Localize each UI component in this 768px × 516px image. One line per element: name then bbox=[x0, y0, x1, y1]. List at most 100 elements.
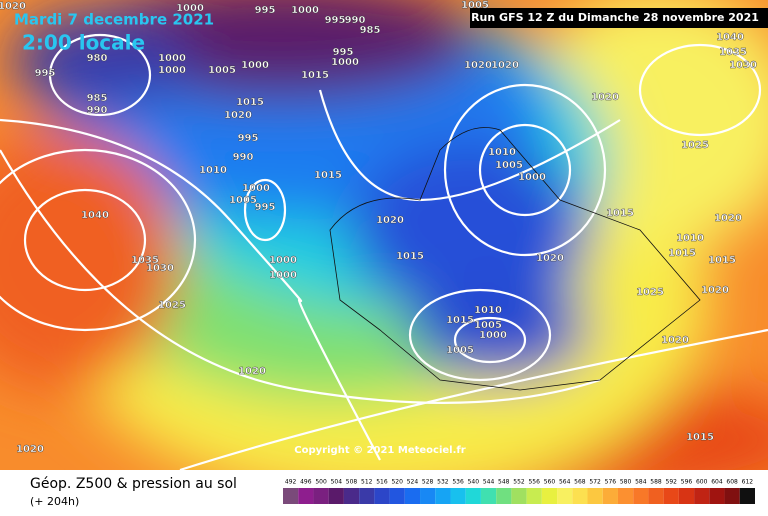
scale-swatch bbox=[617, 488, 634, 504]
scale-swatch bbox=[435, 488, 451, 504]
isobar-label: 1020 bbox=[491, 60, 519, 71]
scale-swatch bbox=[511, 488, 527, 504]
isobar-label: 1010 bbox=[474, 305, 502, 316]
scale-label: 520 bbox=[391, 479, 403, 486]
isobar-label: 1000 bbox=[242, 183, 270, 194]
isobar-label: 1020 bbox=[714, 213, 742, 224]
scale-label: 544 bbox=[483, 479, 495, 486]
scale-swatch bbox=[541, 488, 558, 504]
scale-swatch bbox=[389, 488, 405, 504]
isobar-label: 1015 bbox=[708, 255, 736, 266]
isobar-label: 1020 bbox=[536, 253, 564, 264]
scale-swatch bbox=[343, 488, 360, 504]
scale-swatch bbox=[678, 488, 695, 504]
isobar-label: 1010 bbox=[676, 233, 704, 244]
isobar-label: 1000 bbox=[158, 65, 186, 76]
scale-swatch bbox=[328, 488, 344, 504]
run-box bbox=[470, 8, 768, 28]
scale-swatch bbox=[359, 488, 375, 504]
isobar-label: 1015 bbox=[314, 170, 342, 181]
scale-label: 504 bbox=[331, 479, 343, 486]
footer-title: Géop. Z500 & pression au sol bbox=[30, 476, 237, 492]
scale-swatch bbox=[694, 488, 710, 504]
isobar-label: 1015 bbox=[236, 97, 264, 108]
isobar-label: 1005 bbox=[495, 160, 523, 171]
scale-label: 508 bbox=[346, 479, 358, 486]
scale-label: 516 bbox=[376, 479, 388, 486]
scale-swatch bbox=[557, 488, 573, 504]
scale-label: 560 bbox=[544, 479, 556, 486]
scale-label: 584 bbox=[635, 479, 647, 486]
scale-label: 588 bbox=[650, 479, 662, 486]
scale-swatch bbox=[572, 488, 588, 504]
scale-label: 552 bbox=[513, 479, 525, 486]
scale-swatch bbox=[480, 488, 497, 504]
isobar-label: 1015 bbox=[668, 248, 696, 259]
scale-swatch bbox=[313, 488, 329, 504]
scale-label: 608 bbox=[726, 479, 738, 486]
scale-label: 592 bbox=[666, 479, 678, 486]
isobar-label: 1020 bbox=[661, 335, 689, 346]
isobar-label: 995 bbox=[325, 15, 346, 26]
scale-swatch bbox=[404, 488, 421, 504]
isobar-label: 1020 bbox=[464, 60, 492, 71]
scale-label: 548 bbox=[498, 479, 510, 486]
field bbox=[0, 0, 768, 500]
isobar-label: 1025 bbox=[681, 140, 709, 151]
isobar-label: 1000 bbox=[479, 330, 507, 341]
isobar-label: 1005 bbox=[461, 0, 489, 11]
isobar-label: 1005 bbox=[474, 320, 502, 331]
scale-swatch bbox=[602, 488, 618, 504]
isobar-label: 1005 bbox=[229, 195, 257, 206]
isobar-label: 1005 bbox=[446, 345, 474, 356]
scale-swatch bbox=[587, 488, 603, 504]
scale-label: 528 bbox=[422, 479, 434, 486]
isobar-label: 1020 bbox=[224, 110, 252, 121]
isobar-label: 985 bbox=[87, 93, 108, 104]
scale-label: 568 bbox=[574, 479, 586, 486]
isobar-label: 1005 bbox=[208, 65, 236, 76]
isobar-label: 1000 bbox=[158, 53, 186, 64]
isobar-label: 1025 bbox=[158, 300, 186, 311]
isobar-label: 995 bbox=[255, 202, 276, 213]
scale-label: 524 bbox=[407, 479, 419, 486]
scale-label: 576 bbox=[605, 479, 617, 486]
isobar-label: 1000 bbox=[331, 57, 359, 68]
scale-label: 612 bbox=[742, 479, 754, 486]
run-info: Run GFS 12 Z du Dimanche 28 novembre 202… bbox=[471, 11, 759, 24]
isobar-label: 1040 bbox=[716, 32, 744, 43]
isobar-label: 995 bbox=[333, 47, 354, 58]
scale-swatch bbox=[465, 488, 481, 504]
isobar-label: 985 bbox=[360, 25, 381, 36]
isobar-label: 1020 bbox=[376, 215, 404, 226]
scale-label: 572 bbox=[589, 479, 601, 486]
isobar-label: 1000 bbox=[241, 60, 269, 71]
copyright: Copyright © 2021 Meteociel.fr bbox=[294, 445, 465, 456]
isobar-label: 990 bbox=[233, 152, 254, 163]
time: 2:00 locale bbox=[22, 31, 145, 55]
scale-label: 596 bbox=[681, 479, 693, 486]
isobar-label: 1025 bbox=[636, 287, 664, 298]
scale-swatch bbox=[526, 488, 542, 504]
isobar-label: 1020 bbox=[238, 366, 266, 377]
scale-swatch bbox=[663, 488, 679, 504]
isobar-label: 1010 bbox=[199, 165, 227, 176]
isobar-label: 1030 bbox=[146, 263, 174, 274]
isobar-label: 1030 bbox=[729, 60, 757, 71]
isobar-label: 1000 bbox=[269, 270, 297, 281]
scale-label: 600 bbox=[696, 479, 708, 486]
scale-swatch bbox=[709, 488, 725, 504]
isobar-label: 995 bbox=[35, 68, 56, 79]
scale-label: 532 bbox=[437, 479, 449, 486]
isobar-label: 990 bbox=[87, 105, 108, 116]
date: Mardi 7 decembre 2021 bbox=[14, 11, 214, 29]
isobar-label: 1000 bbox=[176, 3, 204, 14]
scale-swatch bbox=[633, 488, 649, 504]
isobar-label: 1020 bbox=[591, 92, 619, 103]
isobar-label: 1035 bbox=[719, 47, 747, 58]
scale-label: 500 bbox=[315, 479, 327, 486]
isobar-label: 1000 bbox=[291, 5, 319, 16]
isobar-label: 1040 bbox=[81, 210, 109, 221]
isobar-label: 1020 bbox=[701, 285, 729, 296]
